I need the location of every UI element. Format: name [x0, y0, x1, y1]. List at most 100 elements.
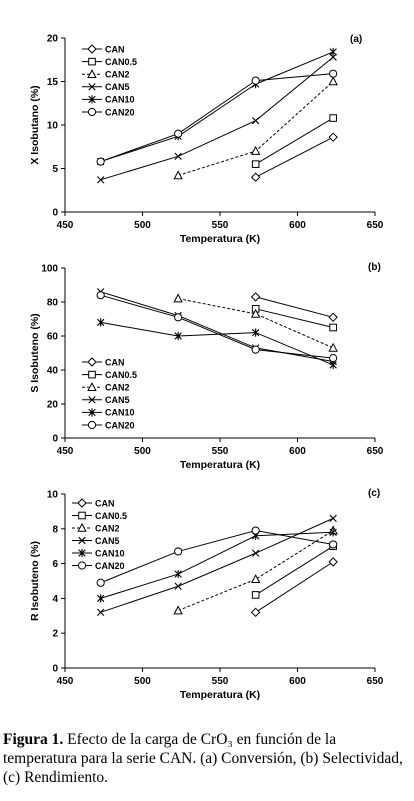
chart-1-legend-marker-4 — [88, 408, 96, 417]
chart-0-series-CAN0.5 — [251, 114, 337, 168]
chart-0-series-CAN20-point-0 — [96, 157, 105, 166]
chart-0-legend-marker-2 — [87, 69, 97, 78]
chart-1-series-CAN-line — [255, 296, 334, 318]
chart-1-series-CAN0.5-point-1 — [329, 323, 337, 332]
chart-0-series-CAN20 — [96, 69, 338, 166]
chart-0-series-CAN20-line — [100, 73, 334, 163]
chart-2-series-CAN10-line — [100, 531, 334, 599]
chart-2-legend-marker-4 — [78, 548, 86, 558]
chart-0-series-CAN5-line — [100, 56, 334, 181]
chart-2-y-tick-label-2: 4 — [52, 594, 58, 605]
chart-1-series-CAN2-point-2 — [328, 342, 338, 352]
chart-0-series-CAN20-point-1 — [174, 129, 183, 138]
chart-2-series-CAN0.5 — [251, 542, 337, 599]
chart-0-series-CAN5-point-3 — [329, 53, 337, 61]
chart-0-series-CAN5-point-0 — [96, 176, 105, 184]
chart-1-y-tick-label-4: 80 — [47, 298, 59, 309]
chart-0-legend-marker-1 — [88, 57, 96, 66]
chart-0-series-CAN2-point-0 — [173, 170, 183, 180]
chart-0-series-CAN0.5-point-0 — [251, 160, 260, 168]
chart-1-series-CAN20-line — [100, 294, 334, 359]
chart-1-series-CAN0.5 — [251, 305, 337, 332]
chart-1-series-CAN — [250, 292, 338, 323]
chart-1-series-CAN0.5-line — [255, 308, 334, 328]
chart-0-x-tick-label-4: 650 — [367, 220, 384, 231]
chart-1-x-tick-label-2: 550 — [212, 446, 229, 457]
chart-0-x-tick-label-3: 600 — [289, 220, 306, 231]
chart-0-series-CAN20-point-3 — [329, 69, 338, 78]
chart-1-series-CAN10 — [96, 318, 337, 369]
chart-0-legend-label-0: CAN — [105, 44, 125, 54]
chart-2-legend-label-4: CAN10 — [95, 548, 125, 558]
chart-0-series-CAN — [250, 132, 338, 182]
chart-1-series-CAN5 — [96, 288, 337, 366]
chart-2-legend-marker-3 — [78, 536, 86, 545]
chart-0-legend-label-3: CAN5 — [105, 82, 130, 92]
chart-2-series-CAN5-point-0 — [96, 608, 105, 617]
chart-1-y-tick-label-0: 0 — [52, 434, 58, 445]
chart-2-series-CAN20-point-1 — [174, 547, 183, 556]
chart-2-y-tick-label-1: 2 — [52, 629, 58, 640]
chart-1-series-CAN20 — [96, 291, 338, 363]
chart-0-series-CAN10-point-3 — [329, 47, 337, 57]
chart-2-series-CAN5-point-1 — [174, 582, 182, 590]
chart-1-series-CAN2-point-1 — [250, 308, 261, 318]
chart-0-series-CAN2-point-2 — [328, 76, 338, 86]
chart-2-x-tick-label-2: 550 — [212, 676, 229, 687]
chart-2-x-axis-label: Temperatura (K) — [180, 689, 260, 701]
chart-0-y-tick-label-4: 20 — [47, 34, 59, 45]
chart-2-panel-label: (c) — [368, 488, 380, 499]
chart-1-legend-label-3: CAN5 — [105, 395, 130, 405]
chart-1-series-CAN10-point-1 — [174, 331, 182, 341]
caption-text: Efecto de la carga de CrO₃ en función de… — [3, 731, 403, 786]
chart-1-x-tick-label-1: 500 — [134, 446, 151, 457]
chart-1-legend-label-5: CAN20 — [105, 420, 135, 430]
chart-1-panel-label: (b) — [368, 262, 381, 273]
chart-0-series-CAN5 — [96, 53, 337, 184]
chart-2-series-CAN-line — [255, 561, 334, 613]
chart-1-series-CAN10-point-2 — [251, 328, 260, 337]
chart-1-series-CAN-point-1 — [328, 312, 338, 323]
chart-1-y-tick-label-2: 40 — [47, 366, 59, 377]
chart-1-y-axis-label: S Isobuteno (%) — [29, 313, 41, 392]
chart-0-legend-marker-0 — [87, 44, 97, 54]
chart-2-x-tick-label-4: 650 — [367, 676, 384, 687]
chart-1-series-CAN2 — [173, 293, 338, 352]
chart-1-series-CAN-point-0 — [250, 292, 261, 302]
chart-2-series-CAN2-point-0 — [173, 605, 183, 615]
chart-0: 450 500 550 600 650 0 5 10 15 20 Temperatura (K) X … — [29, 34, 384, 246]
chart-0-series-CAN2 — [173, 76, 338, 180]
chart-2-series-CAN-point-1 — [328, 557, 338, 567]
chart-0-y-tick-label-1: 5 — [52, 164, 58, 175]
chart-2: 450 500 550 600 650 0 2 4 6 8 10 Temperatura (K) R I… — [29, 488, 384, 701]
chart-1-x-tick-label-0: 450 — [57, 446, 74, 457]
chart-0-legend-marker-4 — [88, 95, 96, 104]
chart-0-legend-label-4: CAN10 — [105, 95, 135, 105]
chart-0-y-axis-label: X Isobutano (%) — [29, 85, 41, 164]
chart-1-series-CAN20-point-2 — [251, 345, 260, 354]
chart-1-x-tick-label-3: 600 — [289, 446, 306, 457]
chart-1-series-CAN10-line — [100, 321, 334, 366]
chart-1-legend-label-2: CAN2 — [105, 383, 130, 393]
chart-0-legend-label-2: CAN2 — [105, 70, 130, 80]
chart-0-series-CAN20-point-2 — [251, 76, 260, 85]
chart-0-series-CAN0.5-line — [255, 117, 334, 165]
chart-2-series-CAN10-point-0 — [96, 594, 105, 603]
chart-2-series-CAN2-line — [177, 530, 334, 612]
chart-2-series-CAN20 — [96, 526, 338, 587]
chart-0-series-CAN5-point-2 — [251, 116, 260, 125]
chart-2-series-CAN10-point-1 — [174, 569, 182, 579]
chart-0-x-tick-label-1: 500 — [134, 220, 151, 231]
chart-1-y-tick-label-3: 60 — [47, 332, 59, 343]
chart-2-series-CAN-point-0 — [250, 607, 261, 618]
chart-1-legend-marker-5 — [87, 420, 97, 430]
chart-0-series-CAN0.5-point-1 — [329, 114, 337, 122]
chart-1-x-tick-label-4: 650 — [367, 446, 384, 457]
chart-2-legend-marker-5 — [77, 561, 87, 570]
chart-2-y-tick-label-4: 8 — [52, 524, 58, 535]
chart-1-series-CAN10-point-0 — [96, 318, 105, 327]
chart-1-legend-label-1: CAN0.5 — [105, 370, 137, 380]
chart-2-x-tick-label-0: 450 — [57, 676, 74, 687]
chart-2-legend-label-5: CAN20 — [95, 561, 125, 571]
